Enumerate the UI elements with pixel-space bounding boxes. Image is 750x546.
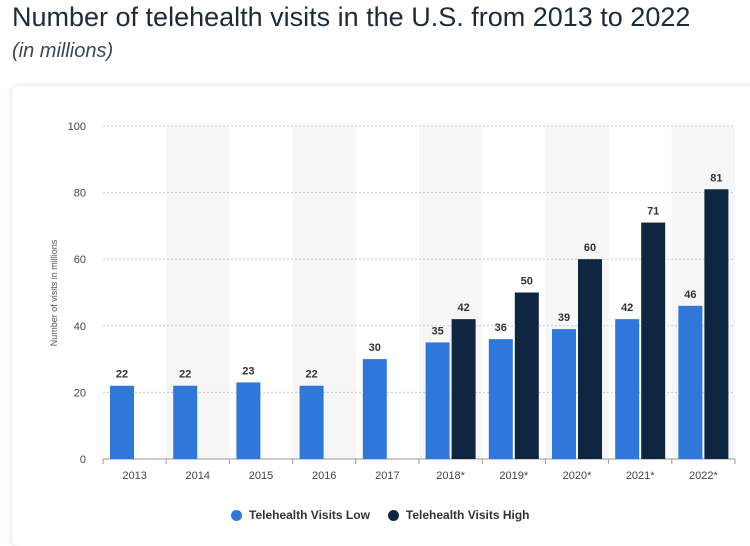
data-label-low: 22 — [179, 369, 191, 381]
data-label-low: 39 — [558, 312, 570, 324]
bar-high — [704, 189, 729, 459]
data-label-low: 35 — [431, 325, 443, 337]
legend-item-high[interactable]: Telehealth Visits High — [387, 508, 530, 522]
bar-low — [425, 342, 450, 459]
bar-low — [110, 385, 134, 459]
data-label-high: 60 — [584, 242, 596, 254]
bar-low — [678, 305, 703, 459]
bar-high — [514, 292, 539, 459]
bar-low — [615, 319, 640, 459]
data-label-high: 42 — [457, 302, 469, 314]
bar-low — [236, 382, 261, 459]
legend-low-label: Telehealth Visits Low — [249, 508, 370, 522]
data-label-low: 36 — [495, 322, 507, 334]
x-tick-label: 2018* — [436, 470, 465, 482]
y-axis-label: Number of visits in millions — [49, 239, 59, 346]
data-label-low: 23 — [242, 365, 254, 377]
data-label-low: 42 — [621, 302, 633, 314]
bar-low — [299, 385, 324, 459]
bar-high — [641, 222, 666, 459]
x-tick-label: 2019* — [499, 470, 528, 482]
legend-low-dot-icon — [231, 509, 242, 521]
x-tick-label: 2020* — [563, 470, 592, 482]
x-tick-label: 2022* — [689, 470, 718, 482]
data-label-low: 22 — [116, 369, 128, 381]
bar-low — [362, 359, 387, 459]
y-axis-ticks: 0 20 40 60 80 100 — [68, 121, 86, 466]
y-tick-label: 20 — [74, 387, 86, 399]
bar-high — [451, 319, 476, 459]
x-tick-label: 2017 — [375, 470, 399, 482]
x-tick-label: 2013 — [122, 470, 146, 482]
y-tick-label: 100 — [68, 121, 86, 133]
data-labels: 22 22 23 22 30 35 42 36 50 39 60 42 71 46 81 — [116, 172, 723, 380]
page-subtitle: (in millions) — [12, 40, 114, 62]
bar-low — [173, 385, 198, 459]
x-tick-label: 2021* — [626, 470, 655, 482]
chart-card — [12, 86, 750, 546]
bar-low — [552, 329, 576, 459]
legend-item-low[interactable]: Telehealth Visits Low — [231, 508, 370, 522]
data-label-high: 50 — [521, 276, 533, 288]
legend: Telehealth Visits Low Telehealth Visits … — [231, 508, 530, 522]
page-title: Number of telehealth visits in the U.S. … — [12, 2, 691, 32]
bars — [110, 189, 729, 459]
data-label-low: 46 — [684, 289, 696, 301]
x-tick-label: 2014 — [186, 470, 210, 482]
y-tick-label: 0 — [80, 454, 86, 466]
y-tick-label: 80 — [74, 188, 86, 200]
y-tick-label: 60 — [74, 254, 86, 266]
bar-low — [488, 339, 513, 459]
data-label-low: 30 — [369, 342, 381, 354]
data-label-high: 81 — [710, 172, 722, 184]
y-tick-label: 40 — [74, 321, 86, 333]
x-tick-label: 2016 — [312, 470, 336, 482]
data-label-low: 22 — [305, 369, 317, 381]
x-axis-ticks: 2013 2014 2015 2016 2017 2018* 2019* 2020* 2021*… — [102, 459, 736, 482]
legend-high-dot-icon — [387, 509, 399, 521]
bar-high — [578, 259, 602, 459]
x-tick-label: 2015 — [249, 470, 273, 482]
legend-high-label: Telehealth Visits High — [405, 508, 530, 522]
data-label-high: 71 — [647, 206, 659, 218]
